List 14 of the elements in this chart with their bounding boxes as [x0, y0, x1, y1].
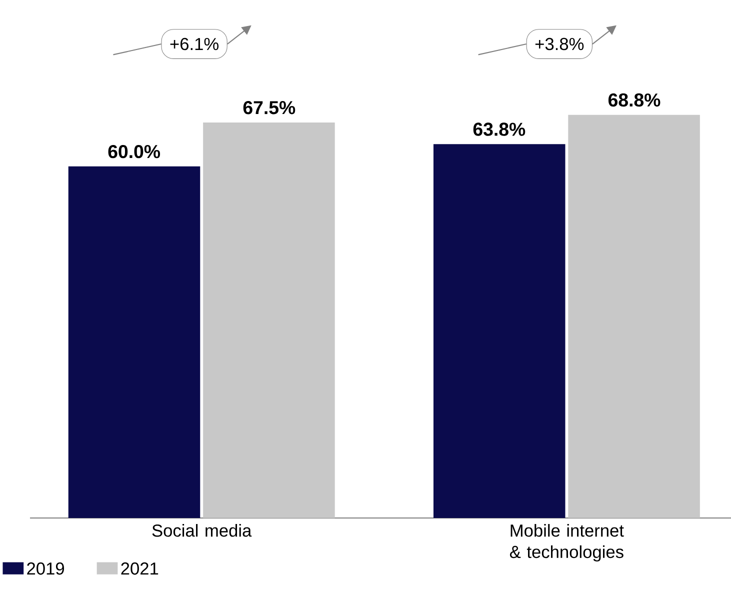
- bar: [433, 144, 566, 518]
- x-tick-label: Mobile internet & technologies: [510, 524, 624, 562]
- bar: [68, 166, 200, 518]
- bar: [203, 122, 335, 518]
- data-label: 67.5%: [243, 101, 296, 114]
- text: +3.8%: [535, 38, 584, 50]
- text: +6.1%: [170, 38, 219, 50]
- legend-label: 2021: [121, 562, 158, 575]
- data-label: 63.8%: [473, 122, 526, 136]
- legend-label: 2019: [27, 562, 64, 575]
- bar: [568, 114, 700, 518]
- data-label: 68.8%: [608, 93, 660, 107]
- x-tick-label: Social media: [152, 524, 252, 537]
- data-label: 60.0%: [108, 144, 160, 158]
